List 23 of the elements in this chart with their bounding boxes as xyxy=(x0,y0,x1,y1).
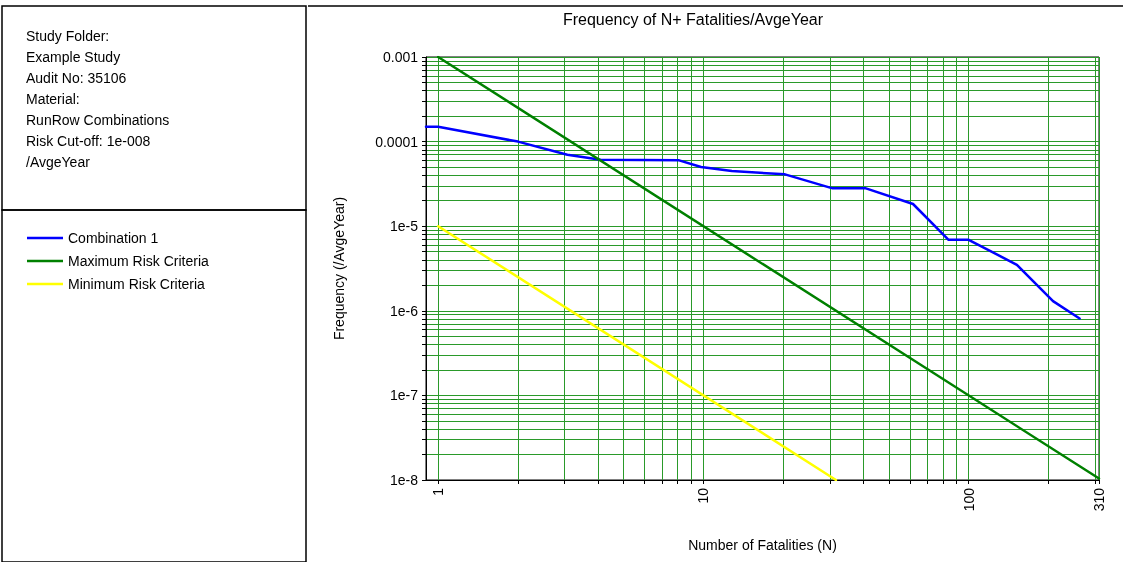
y-tick-label: 0.0001 xyxy=(375,133,419,150)
x-axis-title: Number of Fatalities (N) xyxy=(688,537,837,553)
y-tick-label: 1e-7 xyxy=(389,387,419,404)
x-tick-label: 100 xyxy=(960,487,977,512)
text: Material: xyxy=(26,90,80,107)
y-tick-label: 0.001 xyxy=(382,49,419,65)
y-tick-label: 1e-5 xyxy=(389,218,419,235)
text: Example Study xyxy=(26,48,121,65)
text: Study Folder: xyxy=(26,27,110,44)
legend-label: Maximum Risk Criteria xyxy=(68,253,209,269)
text: /AvgeYear xyxy=(26,153,91,170)
chart-title: Frequency of N+ Fatalities/AvgeYear xyxy=(562,10,824,28)
text: Audit No: 35106 xyxy=(26,69,127,86)
legend-label: Minimum Risk Criteria xyxy=(68,276,206,292)
x-tick-label: 1 xyxy=(430,487,447,496)
legend-label: Combination 1 xyxy=(68,230,159,246)
text: RunRow Combinations xyxy=(26,111,170,128)
x-tick-label: 310 xyxy=(1091,487,1107,512)
y-axis-title: Frequency (/AvgeYear) xyxy=(331,196,347,341)
y-tick-label: 1e-8 xyxy=(389,472,419,488)
text: Risk Cut-off: 1e-008 xyxy=(26,132,151,149)
y-tick-label: 1e-6 xyxy=(389,302,419,319)
x-tick-label: 10 xyxy=(695,487,712,504)
